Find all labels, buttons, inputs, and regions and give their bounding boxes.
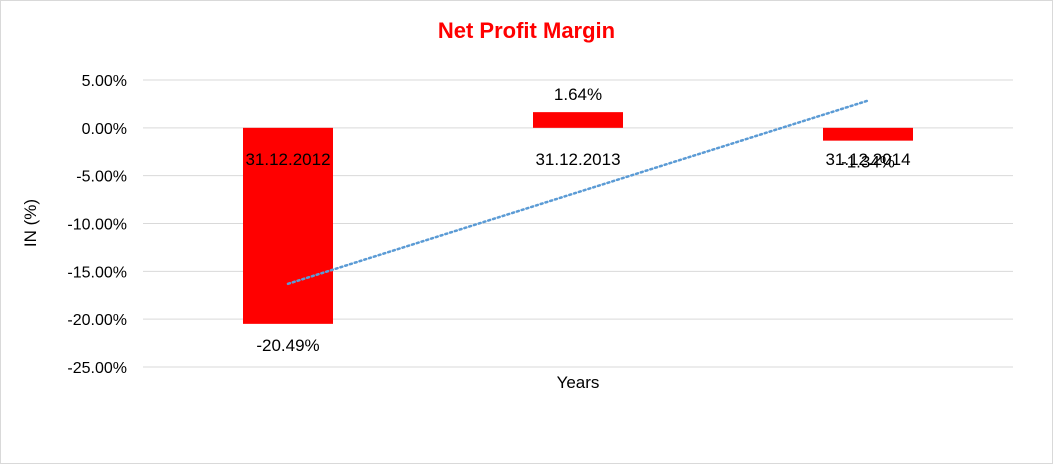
data-label: 1.64% [554,85,602,104]
x-category-label: 31.12.2012 [245,150,330,169]
x-axis-label: Years [557,373,600,392]
bar [243,127,333,324]
y-tick-label: -10.00% [67,217,127,234]
y-axis-label: IN (%) [21,199,40,247]
y-tick-label: -5.00% [76,169,127,186]
x-axis-categories: 31.12.2012 31.12.2013 31.12.2014 [245,150,910,169]
y-tick-label: -20.00% [67,312,127,329]
y-tick-label: 5.00% [82,73,127,90]
y-tick-label: -15.00% [67,264,127,281]
y-axis-ticks: 5.00% 0.00% -5.00% -10.00% -15.00% -20.00% -25… [67,73,127,377]
data-labels: -20.49% 1.64% -1.34% [256,85,895,355]
bar [533,112,623,128]
x-category-label: 31.12.2013 [535,150,620,169]
x-category-label: 31.12.2014 [825,150,910,169]
bars [243,112,913,324]
trendline [286,99,870,286]
bar [823,127,913,141]
trendline-group [286,99,870,286]
y-tick-label: 0.00% [82,121,127,138]
data-label: -20.49% [256,336,319,355]
y-tick-label: -25.00% [67,360,127,377]
data-label: -1.34% [841,153,895,172]
chart-title: Net Profit Margin [437,18,616,43]
